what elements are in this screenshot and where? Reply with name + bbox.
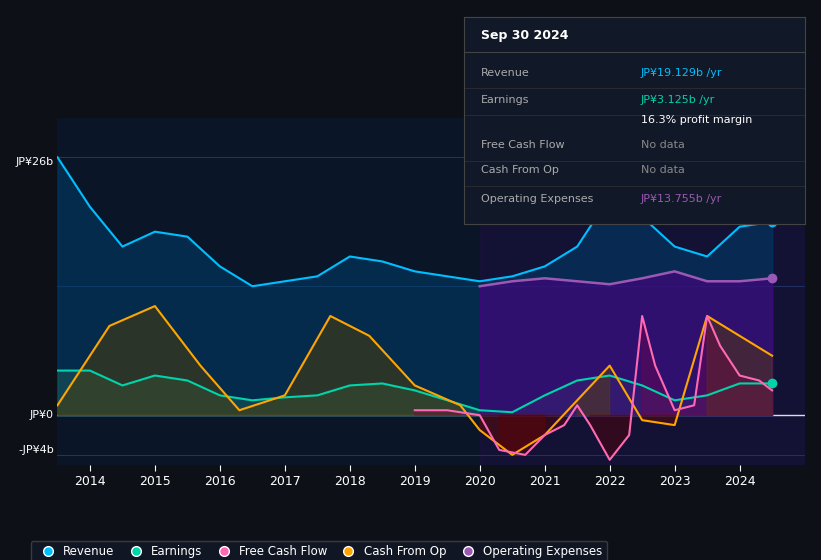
Text: JP¥3.125b /yr: JP¥3.125b /yr [641,95,715,105]
Text: -JP¥4b: -JP¥4b [18,445,53,455]
Text: JP¥13.755b /yr: JP¥13.755b /yr [641,194,722,204]
Text: 16.3% profit margin: 16.3% profit margin [641,115,752,125]
Text: JP¥0: JP¥0 [30,410,53,420]
Text: Operating Expenses: Operating Expenses [481,194,594,204]
Text: JP¥19.129b /yr: JP¥19.129b /yr [641,68,722,78]
Text: No data: No data [641,140,685,150]
Text: JP¥26b: JP¥26b [16,157,53,167]
Text: Cash From Op: Cash From Op [481,165,559,175]
Text: Earnings: Earnings [481,95,530,105]
Text: Sep 30 2024: Sep 30 2024 [481,29,568,42]
Text: No data: No data [641,165,685,175]
Legend: Revenue, Earnings, Free Cash Flow, Cash From Op, Operating Expenses: Revenue, Earnings, Free Cash Flow, Cash … [31,540,607,560]
Bar [479,118,805,465]
Text: Free Cash Flow: Free Cash Flow [481,140,565,150]
Text: Revenue: Revenue [481,68,530,78]
